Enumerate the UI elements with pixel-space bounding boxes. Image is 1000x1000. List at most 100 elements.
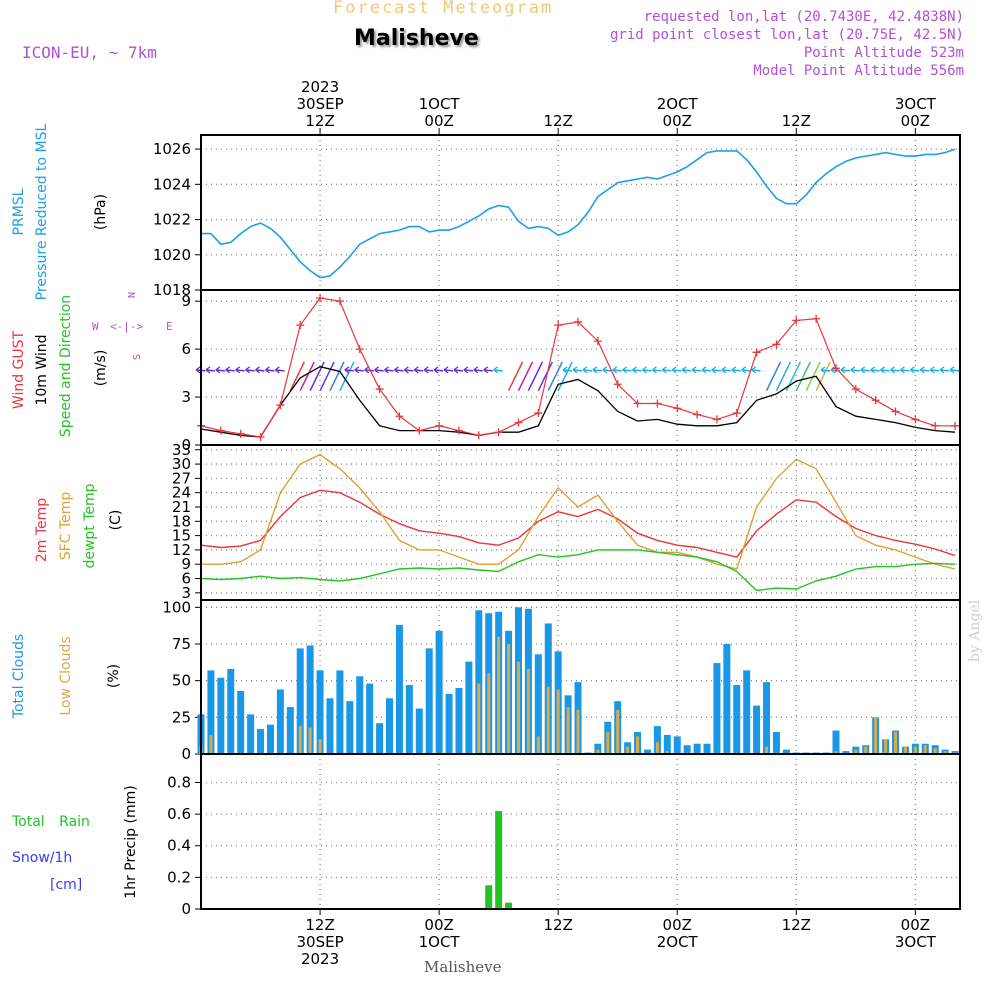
gust-point — [633, 399, 642, 408]
wind-arrow — [225, 369, 235, 372]
wind-arrowhead — [205, 366, 211, 374]
compass-arrows: <-|-> — [110, 320, 143, 333]
wind-arrow — [319, 361, 335, 391]
precipitation-panel: 0 0.2 0.4 0.6 0.8 — [167, 754, 960, 918]
wind-arrowhead — [374, 366, 379, 374]
wind-arrowhead — [681, 366, 687, 374]
wind-arrow — [582, 369, 593, 372]
total-cloud-bar — [465, 661, 473, 754]
temperature-ytick-label: 33 — [172, 441, 191, 459]
temperature-ytick-label: 12 — [172, 541, 191, 559]
wind-arrow — [900, 369, 910, 372]
wind-arrow — [245, 369, 255, 372]
total-cloud-bar — [386, 698, 394, 754]
wind-ytick-label: 0 — [181, 436, 191, 454]
wind-arrow — [507, 361, 524, 391]
gust-point — [653, 399, 662, 408]
wind-arrow — [910, 369, 920, 372]
bottom-time-label: 2023 — [301, 950, 339, 968]
low-cloud-bar — [854, 749, 858, 754]
gust-point — [494, 428, 503, 437]
wind-arrowhead — [890, 366, 895, 374]
wind-arrowhead — [235, 366, 241, 374]
wind-arrow — [701, 369, 712, 372]
wind-arrowhead — [929, 366, 935, 374]
wind-arrow — [329, 361, 345, 391]
temperature-ytick-label: 6 — [181, 570, 191, 588]
gust-point — [951, 421, 960, 430]
total-cloud-bar — [782, 749, 790, 754]
total-cloud-bar — [653, 726, 661, 754]
wind-arrow — [374, 369, 384, 372]
total-cloud-bar — [723, 644, 731, 754]
wind-arrowhead — [384, 366, 389, 374]
wind-arrowhead — [880, 366, 885, 374]
total-cloud-bar — [316, 670, 324, 754]
wind-arrowhead — [711, 366, 717, 374]
compass-s: S — [132, 354, 143, 360]
total-cloud-bar — [237, 690, 245, 754]
location-title: Malisheve — [354, 26, 479, 51]
total-cloud-bar — [217, 677, 225, 754]
wind-arrowhead — [483, 366, 489, 374]
wind-arrowhead — [413, 366, 419, 374]
super-title: Forecast Meteogram — [333, 0, 554, 18]
low-cloud-bar — [516, 661, 520, 754]
clouds-ytick-label: 50 — [172, 672, 191, 690]
wind-arrow — [344, 369, 354, 372]
low-cloud-bar — [913, 746, 917, 754]
wind-arrow — [483, 369, 493, 372]
compass-rose: N W <-|-> E S — [92, 292, 173, 360]
wind-arrow — [404, 369, 414, 372]
low-cloud-bar — [298, 726, 302, 754]
wind-arrow — [275, 369, 285, 372]
wind-arrow — [414, 369, 424, 372]
pressure-ytick-label: 1024 — [153, 175, 191, 193]
wind-arrowhead — [860, 366, 866, 374]
wind-arrowhead — [820, 366, 826, 374]
pressure-ytick-label: 1020 — [153, 246, 191, 264]
wind-arrowhead — [562, 366, 568, 374]
gust-point — [752, 348, 761, 357]
low-cloud-bar — [616, 710, 620, 754]
total-cloud-bar — [713, 663, 721, 754]
wind-arrow — [434, 369, 444, 372]
wind-arrow — [563, 369, 573, 372]
gust-point — [454, 426, 463, 435]
total-cloud-bar — [366, 683, 374, 754]
wind-arrow — [765, 361, 782, 391]
low-cloud-bar — [308, 727, 312, 754]
low-cloud-bar — [874, 717, 878, 754]
bottom-time-label: 12Z — [782, 916, 811, 934]
low-cloud-bar — [864, 746, 868, 754]
wind-arrow — [711, 369, 722, 372]
snow-unit-legend: [cm] — [50, 877, 82, 893]
gust-point — [831, 364, 840, 373]
sfc-temp-label: SFC Temp — [58, 492, 74, 561]
top-time-label: 30SEP — [296, 95, 343, 113]
temperature-ytick-label: 21 — [172, 498, 191, 516]
wind-arrow — [795, 361, 811, 391]
wind-arrowhead — [433, 366, 439, 374]
wind-arrow — [721, 369, 731, 372]
gust-point — [554, 321, 563, 330]
wind-arrow — [805, 361, 821, 391]
wind-arrow — [870, 369, 880, 372]
clouds-ytick-label: 75 — [172, 635, 191, 653]
total-cloud-bar — [663, 734, 671, 754]
wind-arrowhead — [443, 366, 449, 374]
low-cloud-bar — [903, 746, 907, 754]
temperature-ytick-label: 27 — [172, 469, 191, 487]
gust-point — [851, 385, 860, 394]
bottom-time-label: 30SEP — [296, 933, 343, 951]
total-cloud-bar — [247, 714, 255, 754]
temperature-ytick-label: 18 — [172, 512, 191, 530]
low-cloud-bar — [655, 742, 659, 754]
low-cloud-bar — [536, 736, 540, 754]
wind-arrow — [473, 369, 483, 372]
low-cloud-bar — [943, 751, 947, 754]
total-cloud-bar — [376, 723, 384, 754]
wind-arrowhead — [612, 366, 618, 374]
low-cloud-bar — [923, 745, 927, 754]
